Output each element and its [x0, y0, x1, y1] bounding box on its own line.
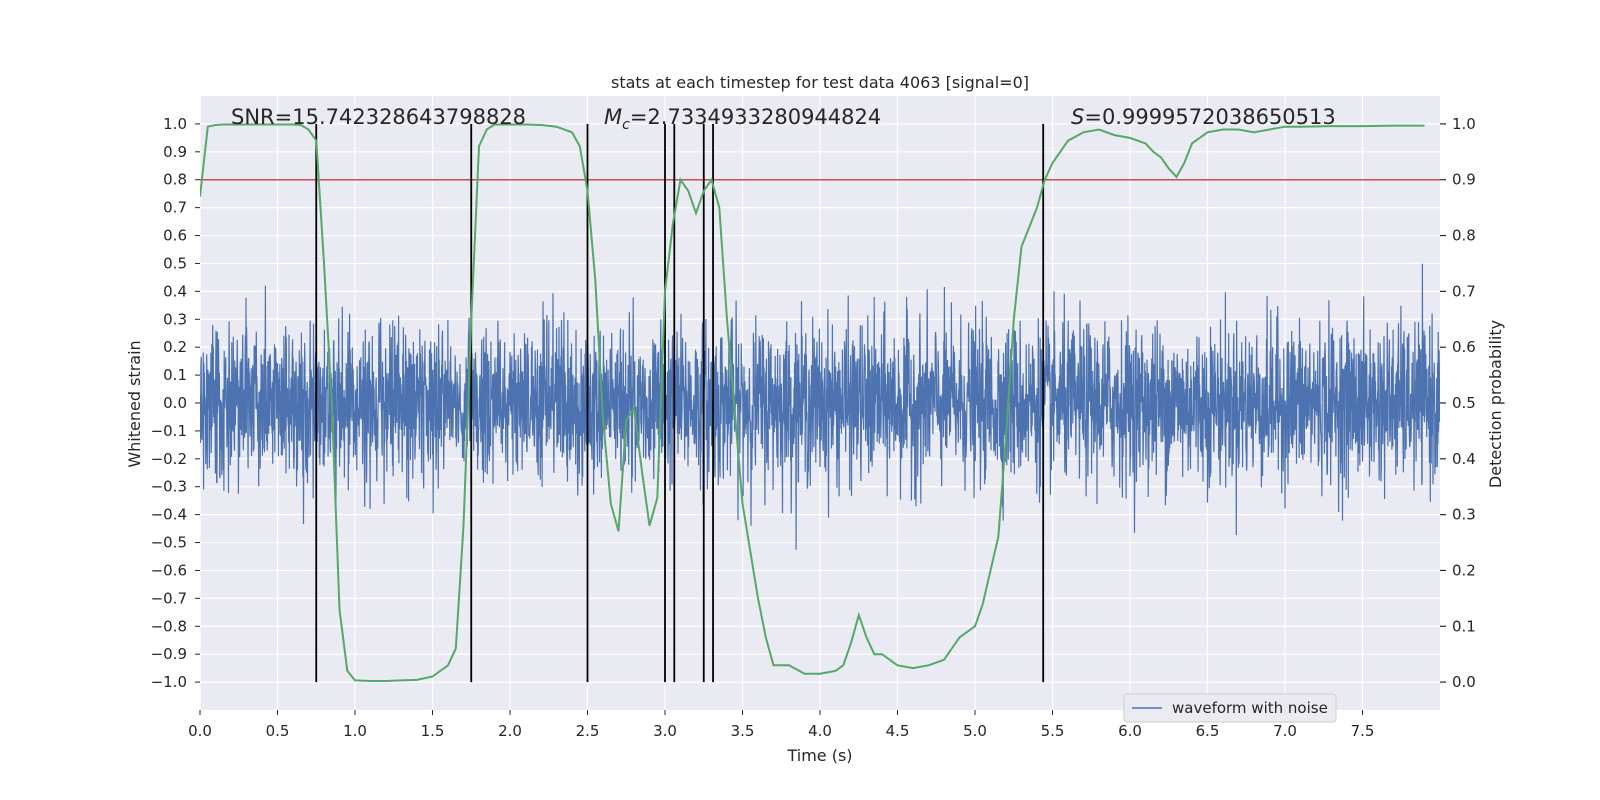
y-tick-label: −0.3	[151, 478, 187, 496]
snr-annotation: SNR=15.742328643798828	[231, 105, 526, 129]
y-tick-label: −0.1	[151, 422, 187, 440]
waveform-series	[200, 263, 1440, 550]
mc-value: =2.7334933280944824	[630, 105, 881, 129]
x-tick-label: 1.0	[343, 722, 367, 740]
y-tick-label: −0.5	[151, 534, 187, 552]
y-tick-label: 1.0	[163, 115, 187, 133]
y-tick-label: 0.1	[163, 366, 187, 384]
x-tick-label: 6.5	[1196, 722, 1220, 740]
x-tick-label: 4.0	[808, 722, 832, 740]
y2-tick-label: 0.2	[1452, 561, 1476, 579]
y-tick-label: 0.4	[163, 282, 187, 300]
y-axis-right: 0.0 0.1 0.2 0.3 0.4 0.5 0.6 0.7 0.8 0.9 1.0	[1440, 115, 1476, 691]
y-tick-label: −0.9	[151, 645, 187, 663]
mc-symbol: M	[604, 105, 622, 129]
y2-tick-label: 0.6	[1452, 338, 1476, 356]
y-tick-label: −1.0	[151, 673, 187, 691]
y2-tick-label: 1.0	[1452, 115, 1476, 133]
x-axis-label: Time (s)	[786, 746, 852, 765]
y-tick-label: 0.7	[163, 199, 187, 217]
x-tick-label: 4.5	[886, 722, 910, 740]
waveform-line	[200, 263, 1440, 550]
probability-series	[200, 123, 1425, 682]
x-tick-label: 3.0	[653, 722, 677, 740]
x-tick-label: 1.5	[421, 722, 445, 740]
y2-tick-label: 0.5	[1452, 394, 1476, 412]
detection-markers	[315, 123, 1045, 683]
y2-axis-label: Detection probability	[1486, 320, 1505, 488]
y-tick-label: 0.6	[163, 227, 187, 245]
x-tick-label: 7.0	[1273, 722, 1297, 740]
y-tick-label: 0.2	[163, 338, 187, 356]
y2-tick-label: 0.4	[1452, 450, 1476, 468]
probability-line	[200, 123, 1425, 682]
x-tick-label: 0.5	[266, 722, 290, 740]
y-tick-label: −0.7	[151, 589, 187, 607]
y-tick-label: 0.0	[163, 394, 187, 412]
y-tick-label: −0.6	[151, 561, 187, 579]
y-tick-label: −0.4	[151, 506, 187, 524]
y-tick-label: −0.2	[151, 450, 187, 468]
y2-tick-label: 0.3	[1452, 506, 1476, 524]
legend-label: waveform with noise	[1172, 699, 1328, 717]
y-tick-label: 0.9	[163, 143, 187, 161]
x-tick-label: 6.0	[1118, 722, 1142, 740]
chart-title: stats at each timestep for test data 406…	[611, 73, 1029, 92]
x-tick-label: 3.5	[731, 722, 755, 740]
x-tick-label: 2.5	[576, 722, 600, 740]
y-tick-label: 0.5	[163, 254, 187, 272]
y2-tick-label: 0.7	[1452, 282, 1476, 300]
significance-annotation: S=0.9999572038650513	[1071, 105, 1336, 129]
y-tick-label: −0.8	[151, 617, 187, 635]
s-symbol: S	[1071, 105, 1084, 129]
y-axis-left: −1.0 −0.9 −0.8 −0.7 −0.6 −0.5 −0.4 −0.3 −0.2 −0.1…	[151, 115, 200, 691]
mc-subscript: c	[622, 117, 630, 133]
x-tick-label: 2.0	[498, 722, 522, 740]
x-tick-label: 7.5	[1351, 722, 1375, 740]
y2-tick-label: 0.1	[1452, 617, 1476, 635]
x-tick-label: 0.0	[188, 722, 212, 740]
y-tick-label: 0.3	[163, 310, 187, 328]
y-tick-label: 0.8	[163, 171, 187, 189]
x-tick-label: 5.5	[1041, 722, 1065, 740]
y2-tick-label: 0.9	[1452, 171, 1476, 189]
s-value: =0.9999572038650513	[1084, 105, 1335, 129]
legend-box	[1123, 693, 1337, 723]
y2-tick-label: 0.0	[1452, 673, 1476, 691]
chirp-mass-annotation: Mc=2.7334933280944824	[604, 105, 881, 133]
y-axis-label: Whitened strain	[125, 340, 144, 467]
y2-tick-label: 0.8	[1452, 227, 1476, 245]
x-tick-label: 5.0	[963, 722, 987, 740]
legend: waveform with noise	[1123, 693, 1337, 723]
x-axis: 0.0 0.5 1.0 1.5 2.0 2.5 3.0 3.5 4.0 4.5 5.0 5.5 6.0 6…	[188, 710, 1374, 740]
